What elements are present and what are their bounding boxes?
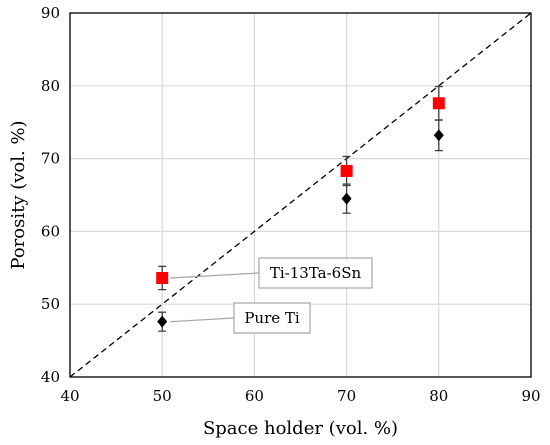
plot-area-frame (69, 12, 532, 378)
y-axis-ticks: 40 50 60 70 80 90 (41, 4, 60, 386)
error-bars (158, 85, 443, 332)
data-markers (156, 97, 445, 328)
data-point-diamond (157, 315, 168, 328)
x-tick-label: 50 (153, 387, 172, 405)
x-tick-label: 40 (60, 387, 79, 405)
data-point-square (340, 164, 353, 177)
reference-diagonal-line (69, 12, 532, 378)
y-tick-label: 70 (41, 150, 60, 168)
annotations: Ti-13Ta-6Sn Pure Ti (170, 257, 373, 334)
data-point-diamond (341, 192, 352, 205)
data-point-square (156, 271, 169, 284)
y-tick-label: 80 (41, 77, 60, 95)
x-axis-label: Space holder (vol. %) (203, 418, 398, 439)
annotation-box (233, 302, 311, 334)
annotation-label: Pure Ti (244, 309, 300, 327)
y-tick-label: 90 (41, 4, 60, 22)
y-tick-label: 50 (41, 295, 60, 313)
annotation-leader-line (170, 317, 235, 323)
y-tick-label: 40 (41, 368, 60, 386)
annotation-leader-line (170, 272, 260, 279)
y-tick-label: 60 (41, 222, 60, 240)
x-axis-ticks: 40 50 60 70 80 90 (60, 387, 540, 405)
annotation-box (258, 257, 373, 289)
data-point-square (432, 97, 445, 110)
y-axis-label: Porosity (vol. %) (8, 120, 29, 269)
annotation-label: Ti-13Ta-6Sn (270, 264, 362, 282)
x-tick-label: 70 (337, 387, 356, 405)
x-tick-label: 90 (521, 387, 540, 405)
x-tick-label: 60 (245, 387, 264, 405)
data-point-diamond (433, 129, 444, 142)
x-tick-label: 80 (429, 387, 448, 405)
